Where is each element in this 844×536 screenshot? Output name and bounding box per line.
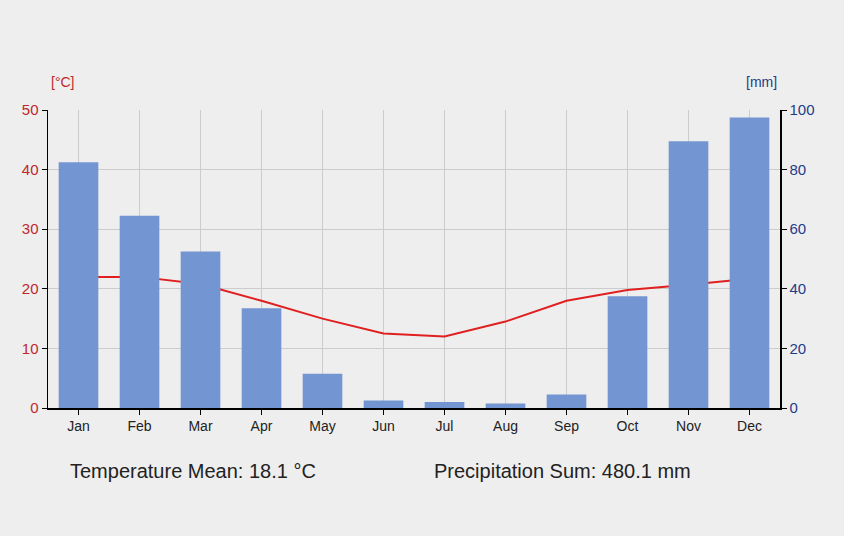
svg-text:Apr: Apr bbox=[251, 418, 273, 434]
svg-text:20: 20 bbox=[22, 280, 39, 297]
svg-text:Nov: Nov bbox=[676, 418, 701, 434]
svg-text:Temperature Mean: 18.1 °C: Temperature Mean: 18.1 °C bbox=[70, 460, 316, 482]
svg-text:[°C]: [°C] bbox=[51, 74, 75, 90]
svg-text:[mm]: [mm] bbox=[746, 74, 777, 90]
svg-text:0: 0 bbox=[30, 399, 38, 416]
svg-text:Sep: Sep bbox=[554, 418, 579, 434]
svg-text:Feb: Feb bbox=[127, 418, 151, 434]
svg-text:80: 80 bbox=[790, 161, 807, 178]
svg-text:Oct: Oct bbox=[617, 418, 639, 434]
svg-text:20: 20 bbox=[790, 340, 807, 357]
svg-text:60: 60 bbox=[790, 220, 807, 237]
svg-text:Mar: Mar bbox=[188, 418, 212, 434]
svg-text:Dec: Dec bbox=[737, 418, 762, 434]
svg-text:40: 40 bbox=[790, 280, 807, 297]
svg-text:Jun: Jun bbox=[372, 418, 395, 434]
svg-text:10: 10 bbox=[22, 340, 39, 357]
svg-text:Precipitation Sum: 480.1 mm: Precipitation Sum: 480.1 mm bbox=[434, 460, 691, 482]
svg-text:Aug: Aug bbox=[493, 418, 518, 434]
svg-text:30: 30 bbox=[22, 220, 39, 237]
svg-text:Jan: Jan bbox=[67, 418, 90, 434]
svg-text:100: 100 bbox=[790, 101, 815, 118]
svg-text:May: May bbox=[309, 418, 335, 434]
svg-text:50: 50 bbox=[22, 101, 39, 118]
svg-text:40: 40 bbox=[22, 161, 39, 178]
svg-text:0: 0 bbox=[790, 399, 798, 416]
svg-text:Jul: Jul bbox=[436, 418, 454, 434]
